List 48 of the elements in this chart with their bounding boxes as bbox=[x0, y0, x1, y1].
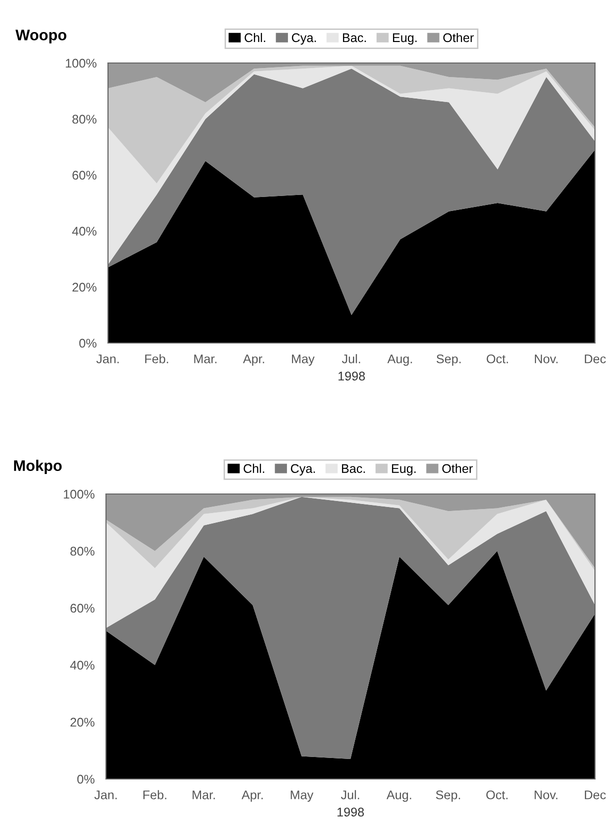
x-tick-label: Mar. bbox=[192, 790, 215, 800]
y-tick-label: 0% bbox=[77, 774, 94, 784]
x-tick-label: Dec bbox=[584, 354, 606, 364]
legend-label: Eug. bbox=[392, 464, 416, 476]
y-tick-label: 20% bbox=[70, 718, 94, 727]
legend-label: Other bbox=[442, 464, 473, 473]
chart-title: Woopo bbox=[15, 30, 66, 44]
x-tick-label: May bbox=[292, 354, 315, 366]
x-tick-label: Oct. bbox=[486, 354, 508, 364]
x-tick-label: May bbox=[290, 790, 314, 802]
x-tick-label: Jan. bbox=[96, 354, 119, 364]
x-tick-label: Apr. bbox=[242, 790, 263, 802]
x-tick-label: Mar. bbox=[194, 354, 216, 364]
x-tick-label: Sep. bbox=[436, 354, 461, 366]
x-tick-label: Nov. bbox=[534, 354, 558, 364]
y-tick-label: 40% bbox=[72, 226, 96, 236]
y-tick-label: 40% bbox=[70, 660, 94, 670]
y-tick-label: 100% bbox=[64, 490, 94, 499]
x-tick-label: Jan. bbox=[94, 790, 117, 800]
x-tick-label: Aug. bbox=[387, 354, 412, 366]
legend-label: Bac. bbox=[343, 33, 366, 42]
x-tick-label: Feb. bbox=[143, 790, 166, 800]
legend-label: Bac. bbox=[342, 464, 365, 473]
x-tick-label: Oct. bbox=[486, 790, 508, 800]
chart-title: Mokpo bbox=[14, 460, 62, 474]
x-axis-title: 1998 bbox=[338, 808, 364, 816]
legend-label: Chl. bbox=[244, 464, 264, 473]
x-tick-label: Apr. bbox=[243, 354, 264, 366]
x-axis-title: 1998 bbox=[338, 372, 365, 380]
legend-label: Other bbox=[443, 32, 474, 42]
y-tick-label: 20% bbox=[72, 282, 96, 292]
y-tick-label: 0% bbox=[79, 338, 96, 348]
y-tick-label: 80% bbox=[72, 114, 96, 124]
x-tick-label: Jul. bbox=[342, 354, 360, 364]
x-tick-label: Jul. bbox=[340, 790, 360, 800]
x-tick-label: Sep. bbox=[436, 790, 460, 802]
x-tick-label: Aug. bbox=[386, 790, 412, 802]
x-tick-label: Dec bbox=[584, 790, 606, 800]
legend-label: Cya. bbox=[292, 33, 316, 45]
x-tick-label: Nov. bbox=[534, 790, 558, 800]
y-tick-label: 100% bbox=[66, 58, 96, 68]
legend-label: Eug. bbox=[393, 33, 417, 45]
y-tick-label: 60% bbox=[72, 170, 96, 180]
x-tick-label: Feb. bbox=[145, 354, 168, 364]
y-tick-label: 60% bbox=[70, 604, 94, 613]
legend-label: Cya. bbox=[290, 464, 315, 476]
y-tick-label: 80% bbox=[70, 546, 94, 556]
legend-label: Chl. bbox=[244, 32, 266, 42]
